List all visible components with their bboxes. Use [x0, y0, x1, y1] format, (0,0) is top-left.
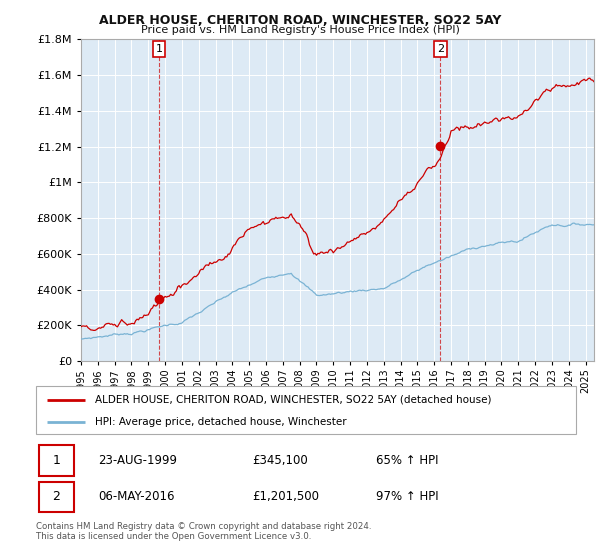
- Text: ALDER HOUSE, CHERITON ROAD, WINCHESTER, SO22 5AY: ALDER HOUSE, CHERITON ROAD, WINCHESTER, …: [99, 14, 501, 27]
- Text: 97% ↑ HPI: 97% ↑ HPI: [376, 491, 439, 503]
- Text: 1: 1: [52, 454, 60, 467]
- FancyBboxPatch shape: [36, 386, 576, 434]
- Text: 1: 1: [155, 44, 163, 54]
- Text: HPI: Average price, detached house, Winchester: HPI: Average price, detached house, Winc…: [95, 417, 347, 427]
- Text: £1,201,500: £1,201,500: [252, 491, 319, 503]
- Text: 06-MAY-2016: 06-MAY-2016: [98, 491, 175, 503]
- FancyBboxPatch shape: [39, 445, 74, 475]
- FancyBboxPatch shape: [39, 482, 74, 512]
- Text: 2: 2: [437, 44, 444, 54]
- Text: Contains HM Land Registry data © Crown copyright and database right 2024.
This d: Contains HM Land Registry data © Crown c…: [36, 522, 371, 542]
- Text: 23-AUG-1999: 23-AUG-1999: [98, 454, 177, 467]
- Text: 2: 2: [52, 491, 60, 503]
- Text: 65% ↑ HPI: 65% ↑ HPI: [376, 454, 439, 467]
- Text: ALDER HOUSE, CHERITON ROAD, WINCHESTER, SO22 5AY (detached house): ALDER HOUSE, CHERITON ROAD, WINCHESTER, …: [95, 395, 492, 405]
- Text: Price paid vs. HM Land Registry's House Price Index (HPI): Price paid vs. HM Land Registry's House …: [140, 25, 460, 35]
- Text: £345,100: £345,100: [252, 454, 308, 467]
